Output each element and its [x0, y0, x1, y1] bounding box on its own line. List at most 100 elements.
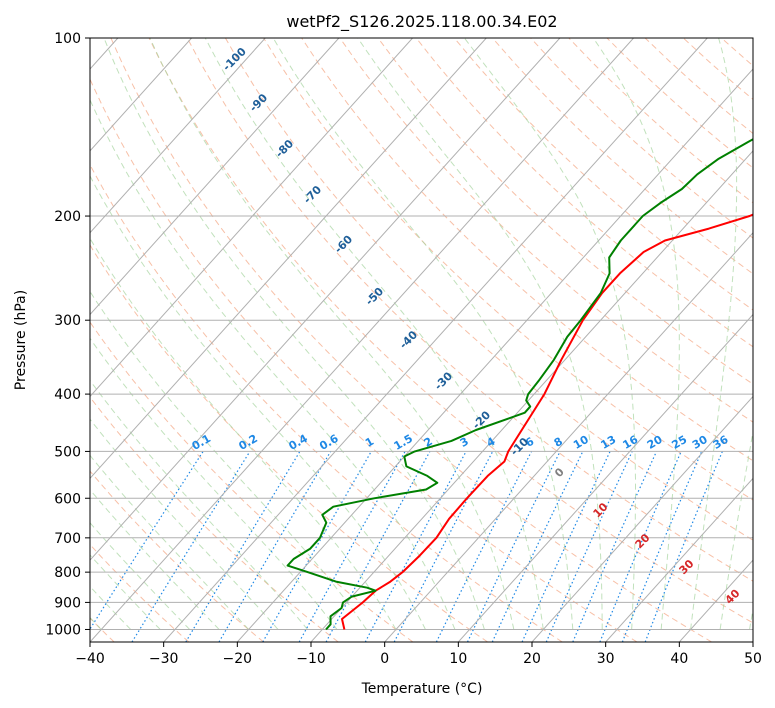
- mixing-ratio-label: 10: [571, 433, 591, 452]
- y-tick-label: 500: [54, 444, 81, 460]
- dry-adiabat-line: [148, 38, 753, 624]
- y-tick-label: 800: [54, 565, 81, 581]
- y-tick-label: 600: [54, 491, 81, 507]
- moist-adiabat-line: [90, 98, 456, 630]
- chart-title: wetPf2_S126.2025.118.00.34.E02: [286, 12, 557, 32]
- moist-adiabat-line: [90, 488, 220, 630]
- x-tick-label: 10: [449, 651, 467, 667]
- x-tick-label: −30: [149, 651, 179, 667]
- mixing-ratio-line: [393, 451, 494, 642]
- mixing-ratio-label: 25: [670, 433, 690, 452]
- mixing-ratio-line: [185, 451, 301, 642]
- mixing-ratio-label: 3: [458, 435, 471, 450]
- moist-adiabat-line: [90, 174, 426, 630]
- isotherm-line: [752, 641, 753, 642]
- isotherm-line: [605, 477, 753, 642]
- x-tick-label: −40: [75, 651, 105, 667]
- dry-adiabat-label: -90: [247, 91, 270, 114]
- dry-adiabat-line: [224, 38, 753, 541]
- dry-adiabat-label: -20: [470, 408, 493, 431]
- x-tick-label: −20: [223, 651, 253, 667]
- dry-adiabat-label: -70: [301, 183, 324, 206]
- mixing-ratio-label: 16: [621, 433, 641, 452]
- mixing-ratio-label: 0.4: [286, 432, 310, 453]
- dry-adiabat-label: 10: [591, 500, 611, 520]
- isotherm-line: [90, 38, 413, 398]
- x-tick-label: 50: [744, 651, 762, 667]
- moist-adiabat-line: [149, 38, 515, 630]
- moist-adiabat-line: [690, 38, 738, 630]
- x-tick-label: −10: [296, 651, 326, 667]
- isotherm-line: [310, 150, 753, 642]
- dry-adiabat-line: [90, 470, 264, 642]
- temperature-profile-line: [341, 213, 753, 630]
- dry-adiabat-label: -40: [397, 328, 420, 351]
- dry-adiabat-line: [90, 163, 563, 642]
- isotherm-line: [90, 38, 266, 234]
- mixing-ratio-line: [545, 451, 633, 642]
- mixing-ratio-line: [298, 451, 406, 642]
- dry-adiabat-label: 20: [633, 531, 653, 551]
- dry-adiabat-label: -30: [432, 369, 455, 392]
- mixing-ratio-line: [90, 451, 204, 631]
- dry-adiabat-line: [760, 38, 775, 642]
- plot-frame: [89, 37, 754, 643]
- y-tick-label: 100: [54, 31, 81, 47]
- moist-adiabat-line: [103, 38, 485, 630]
- isotherm-line: [163, 38, 708, 642]
- moist-adiabat-line: [90, 290, 367, 630]
- mixing-ratio-line: [491, 451, 584, 642]
- dewpoint-profile-line: [286, 138, 753, 631]
- y-tick-label: 200: [54, 209, 81, 225]
- isotherm-line: [90, 38, 634, 642]
- dry-adiabat-line: [606, 38, 753, 169]
- moist-adiabat-line: [90, 418, 279, 630]
- mixing-ratio-label: 2: [422, 435, 435, 450]
- moist-adiabat-line: [357, 38, 603, 630]
- x-tick-label: 40: [670, 651, 688, 667]
- mixing-ratio-line: [466, 451, 561, 642]
- moist-adiabat-line: [90, 337, 338, 630]
- moist-adiabat-line: [204, 38, 544, 630]
- mixing-ratio-line: [644, 451, 723, 642]
- mixing-ratio-label: 0.2: [236, 432, 259, 453]
- mixing-ratio-label: 1: [363, 435, 376, 450]
- dry-adiabat-line: [644, 38, 753, 135]
- grid: [90, 38, 753, 642]
- y-tick-label: 700: [54, 531, 81, 547]
- dry-adiabat-label: -50: [363, 285, 386, 308]
- mixing-ratio-label: 20: [645, 433, 665, 452]
- isotherm-line: [384, 232, 753, 642]
- moist-adiabat-line: [90, 454, 249, 630]
- y-tick-label: 300: [54, 313, 81, 329]
- dry-adiabat-line: [415, 38, 753, 348]
- moist-adiabat-line: [90, 379, 308, 630]
- mixing-ratio-label: 1.5: [392, 432, 415, 453]
- mixing-ratio-label: 13: [598, 433, 618, 452]
- isotherm-line: [90, 38, 340, 316]
- dry-adiabat-line: [90, 321, 414, 642]
- mixing-ratio-line: [364, 451, 467, 642]
- dry-adiabat-label: 0: [552, 465, 567, 480]
- dry-adiabat-line: [682, 38, 753, 101]
- y-tick-label: 1000: [45, 623, 81, 639]
- background-lines: [90, 38, 775, 642]
- dry-adiabat-label: -80: [273, 137, 296, 160]
- series-layer: [286, 138, 753, 631]
- x-tick-label: 20: [523, 651, 541, 667]
- dry-adiabat-line: [453, 38, 753, 311]
- x-tick-label: 0: [380, 651, 389, 667]
- moist-adiabat-line: [90, 237, 397, 630]
- dry-adiabat-label: -100: [220, 45, 249, 74]
- dry-adiabat-line: [110, 38, 712, 642]
- isotherm-line: [531, 395, 753, 642]
- mixing-ratio-line: [262, 451, 372, 642]
- mixing-ratio-label: 8: [552, 435, 565, 450]
- y-tick-label: 900: [54, 595, 81, 611]
- x-axis: −40 −30 −20 −10 0 10 20 30 40 50: [75, 642, 762, 667]
- dry-adiabat-line: [377, 38, 753, 385]
- moist-adiabat-line: [592, 38, 680, 630]
- moist-adiabat-line: [272, 38, 574, 630]
